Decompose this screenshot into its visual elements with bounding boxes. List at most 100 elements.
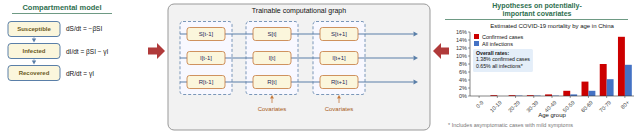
x-tick-label: 20-29 xyxy=(507,99,521,113)
covariate-arrow-head xyxy=(337,95,341,99)
flow-arrow-head xyxy=(32,39,36,43)
y-tick-label: 4% xyxy=(459,77,467,83)
x-tick xyxy=(570,96,571,98)
x-tick xyxy=(624,96,625,98)
compartment-box xyxy=(8,44,60,59)
y-tick-label: 16% xyxy=(456,29,467,35)
section-title: important covariates xyxy=(503,10,572,18)
y-tick-label: 0% xyxy=(459,93,467,99)
covariate-arrow xyxy=(337,95,341,103)
footnote: * Includes asymptomatic cases with mild … xyxy=(448,122,573,128)
overall-rates-text: 0.65% all infections* xyxy=(476,63,523,69)
node-label: S[t] xyxy=(267,31,276,37)
x-tick xyxy=(606,96,607,98)
chart-title: Estimated COVID-19 mortality by age in C… xyxy=(490,23,614,29)
y-tick-label: 6% xyxy=(459,69,467,75)
legend-swatch xyxy=(474,41,479,46)
y-tick xyxy=(468,80,470,81)
state-node xyxy=(187,28,225,41)
y-tick xyxy=(468,40,470,41)
covariate-arrow-head xyxy=(270,95,274,99)
title-underline xyxy=(12,13,112,14)
flow-arrow-shaft xyxy=(34,60,35,61)
x-tick-label: 80+ xyxy=(620,99,631,110)
bar xyxy=(563,91,570,96)
node-label: I[t-1] xyxy=(200,55,212,61)
compartment-label: Recovered xyxy=(19,70,50,76)
compartment-label: Susceptible xyxy=(17,26,51,32)
section-title: Hypotheses on potentially- xyxy=(492,2,582,10)
y-tick xyxy=(468,32,470,33)
flow-arrow xyxy=(32,60,36,65)
state-node xyxy=(253,52,291,65)
overall-rates-text: Overall rates: xyxy=(476,50,509,56)
x-tick-label: 0-9 xyxy=(475,99,485,109)
time-group xyxy=(246,22,298,95)
y-tick xyxy=(468,48,470,49)
legend-label: All infections xyxy=(482,41,513,47)
legend-swatch xyxy=(474,34,479,39)
bar xyxy=(618,37,625,96)
node-label: R[t+1] xyxy=(331,79,348,85)
state-node xyxy=(320,52,358,65)
x-tick xyxy=(497,96,498,98)
state-node xyxy=(187,76,225,89)
flow-arrow-head xyxy=(32,61,36,65)
title-underline xyxy=(445,19,628,20)
x-tick-label: 10-19 xyxy=(489,99,503,113)
x-tick xyxy=(533,96,534,98)
node-label: R[t-1] xyxy=(199,79,214,85)
node-label: S[t+1] xyxy=(331,31,347,37)
time-group xyxy=(180,22,232,95)
section-title: Compartmental model xyxy=(22,3,101,12)
state-node xyxy=(187,52,225,65)
y-tick-label: 14% xyxy=(456,37,467,43)
x-tick xyxy=(515,96,516,98)
y-tick xyxy=(468,56,470,57)
y-tick xyxy=(468,64,470,65)
overall-rates: Overall rates:1.38% confirmed cases0.65%… xyxy=(473,49,533,72)
y-tick xyxy=(468,72,470,73)
node-label: R[t] xyxy=(267,79,277,85)
covariate-arrow xyxy=(270,95,274,103)
x-axis-label: Age group xyxy=(538,112,566,118)
bar xyxy=(588,91,595,96)
compartment-box xyxy=(8,66,60,81)
covariate-label: Covariates xyxy=(258,106,287,112)
equation: dI/dt = βSI − γI xyxy=(66,48,109,56)
big-arrow xyxy=(433,43,449,59)
legend-label: Confirmed cases xyxy=(482,34,524,40)
state-node xyxy=(320,76,358,89)
x-tick xyxy=(588,96,589,98)
node-label: I[t] xyxy=(269,55,276,61)
covariate-label: Covariates xyxy=(325,106,354,112)
panel-title: Trainable computational graph xyxy=(252,7,346,15)
covariate-arrow-shaft xyxy=(272,99,273,104)
time-arrow-head xyxy=(414,80,419,85)
overall-rates-box xyxy=(473,49,533,72)
bar xyxy=(607,79,614,96)
time-group xyxy=(313,22,365,95)
equation: dS/dt = −βSI xyxy=(66,25,102,33)
bar xyxy=(625,65,632,96)
y-tick-label: 8% xyxy=(459,61,467,67)
time-arrow-head xyxy=(414,32,419,37)
graph-panel xyxy=(168,4,430,130)
flow-arrow xyxy=(32,38,36,43)
state-node xyxy=(253,28,291,41)
x-tick-label: 70-79 xyxy=(598,99,612,113)
y-tick-label: 10% xyxy=(456,53,467,59)
flow-arrow-shaft xyxy=(34,38,35,39)
overall-rates-text: 1.38% confirmed cases xyxy=(476,56,530,62)
y-tick xyxy=(468,88,470,89)
node-label: I[t+1] xyxy=(332,55,346,61)
node-label: S[t-1] xyxy=(199,31,214,37)
x-tick-label: 60-69 xyxy=(580,99,594,113)
x-tick xyxy=(479,96,480,98)
equation: dR/dt = γI xyxy=(66,70,94,78)
bar xyxy=(600,64,607,96)
figure: Compartmental modelSusceptibleInfectedRe… xyxy=(0,0,640,134)
x-tick xyxy=(552,96,553,98)
bar xyxy=(582,82,589,96)
legend: Confirmed casesAll infections xyxy=(474,34,524,47)
